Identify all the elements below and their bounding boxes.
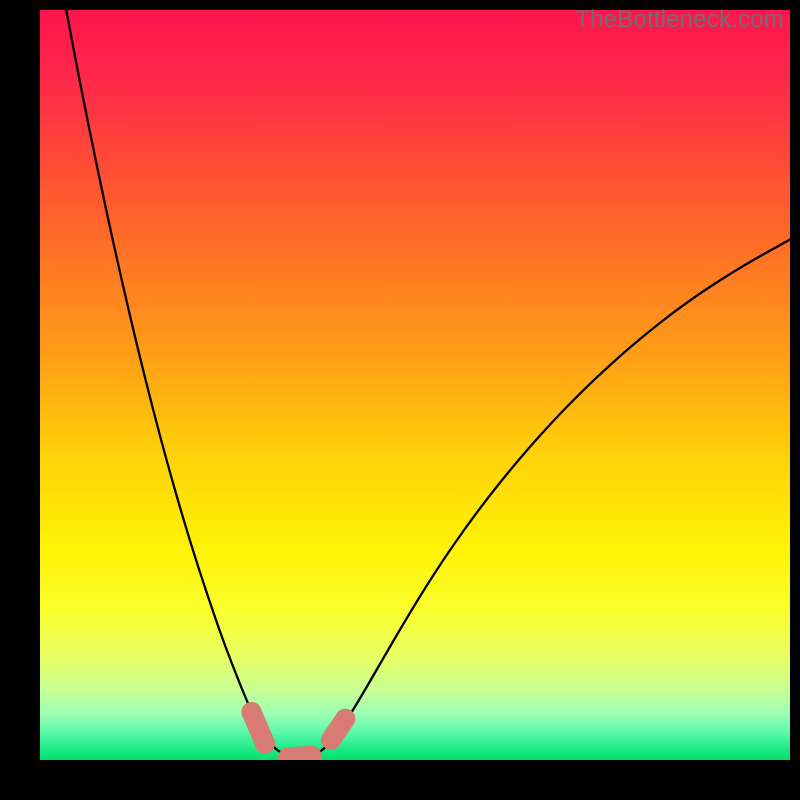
marker-dot — [242, 702, 262, 722]
watermark-text: TheBottleneck.com — [575, 6, 784, 34]
chart-svg — [40, 10, 790, 760]
marker-dot — [335, 709, 355, 729]
marker-dot — [321, 730, 341, 750]
bottleneck-curve — [66, 10, 790, 758]
marker-dot — [255, 734, 275, 754]
plot-area — [40, 10, 790, 760]
curve-markers — [242, 702, 356, 760]
